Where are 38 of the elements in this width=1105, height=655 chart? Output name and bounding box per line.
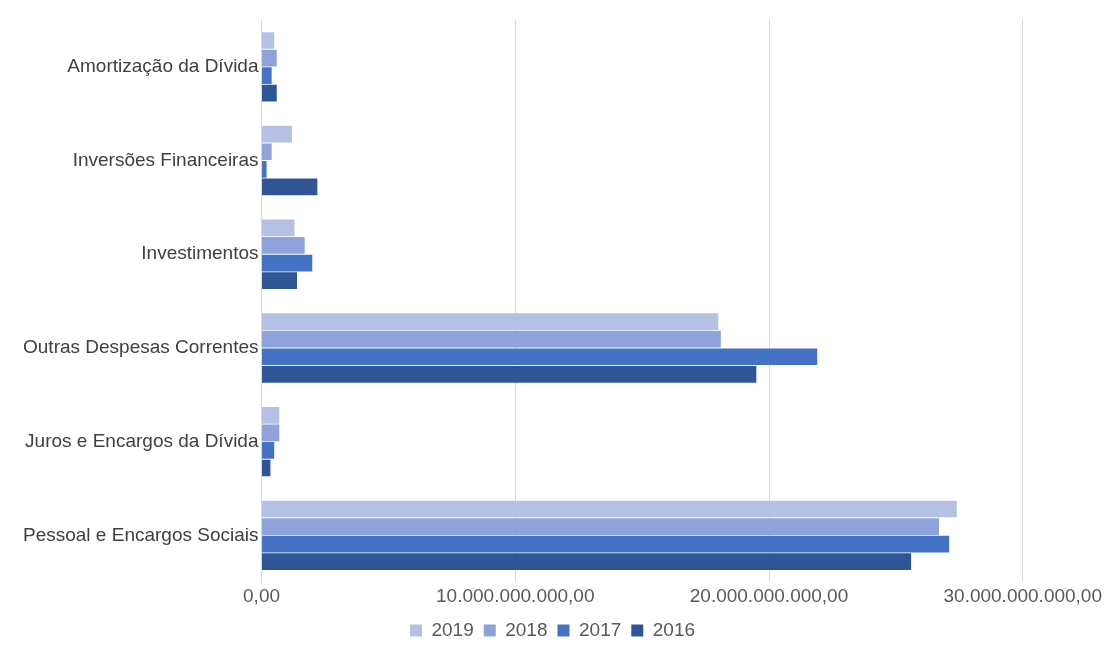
bar [262, 32, 275, 49]
legend-label: 2017 [579, 618, 622, 640]
bar [262, 330, 721, 348]
y-tick-label: Pessoal e Encargos Sociais [23, 523, 259, 545]
legend-label: 2018 [505, 618, 548, 640]
bar [262, 84, 277, 102]
bar [262, 125, 292, 143]
x-tick-label: 20.000.000.000,00 [689, 584, 849, 606]
bar [262, 160, 267, 178]
bar [262, 254, 313, 272]
bar [262, 406, 280, 424]
bar [262, 49, 277, 67]
bar [262, 518, 940, 535]
x-tick-label: 0,00 [243, 584, 281, 606]
y-tick-label: Juros e Encargos da Dívida [25, 429, 259, 451]
bar [262, 500, 957, 518]
bar [262, 442, 275, 459]
bar [262, 272, 298, 289]
bar [262, 219, 295, 237]
bar [262, 365, 757, 383]
bar [262, 348, 818, 366]
bar [262, 237, 305, 254]
x-tick-label: 30.000.000.000,00 [943, 584, 1103, 606]
y-tick-label: Inversões Financeiras [72, 148, 259, 170]
x-tick-label: 10.000.000.000,00 [436, 584, 595, 606]
bar [262, 143, 272, 161]
bar [262, 553, 912, 571]
bar [262, 178, 318, 196]
bar [262, 313, 719, 330]
bar [262, 535, 950, 553]
y-tick-label: Outras Despesas Correntes [23, 336, 259, 358]
legend-label: 2019 [431, 618, 474, 640]
bar [262, 459, 271, 477]
legend-label: 2016 [652, 618, 696, 640]
y-tick-label: Amortização da Dívida [67, 55, 259, 77]
bar [262, 67, 272, 84]
bar [262, 424, 280, 442]
y-tick-label: Investimentos [141, 242, 259, 264]
